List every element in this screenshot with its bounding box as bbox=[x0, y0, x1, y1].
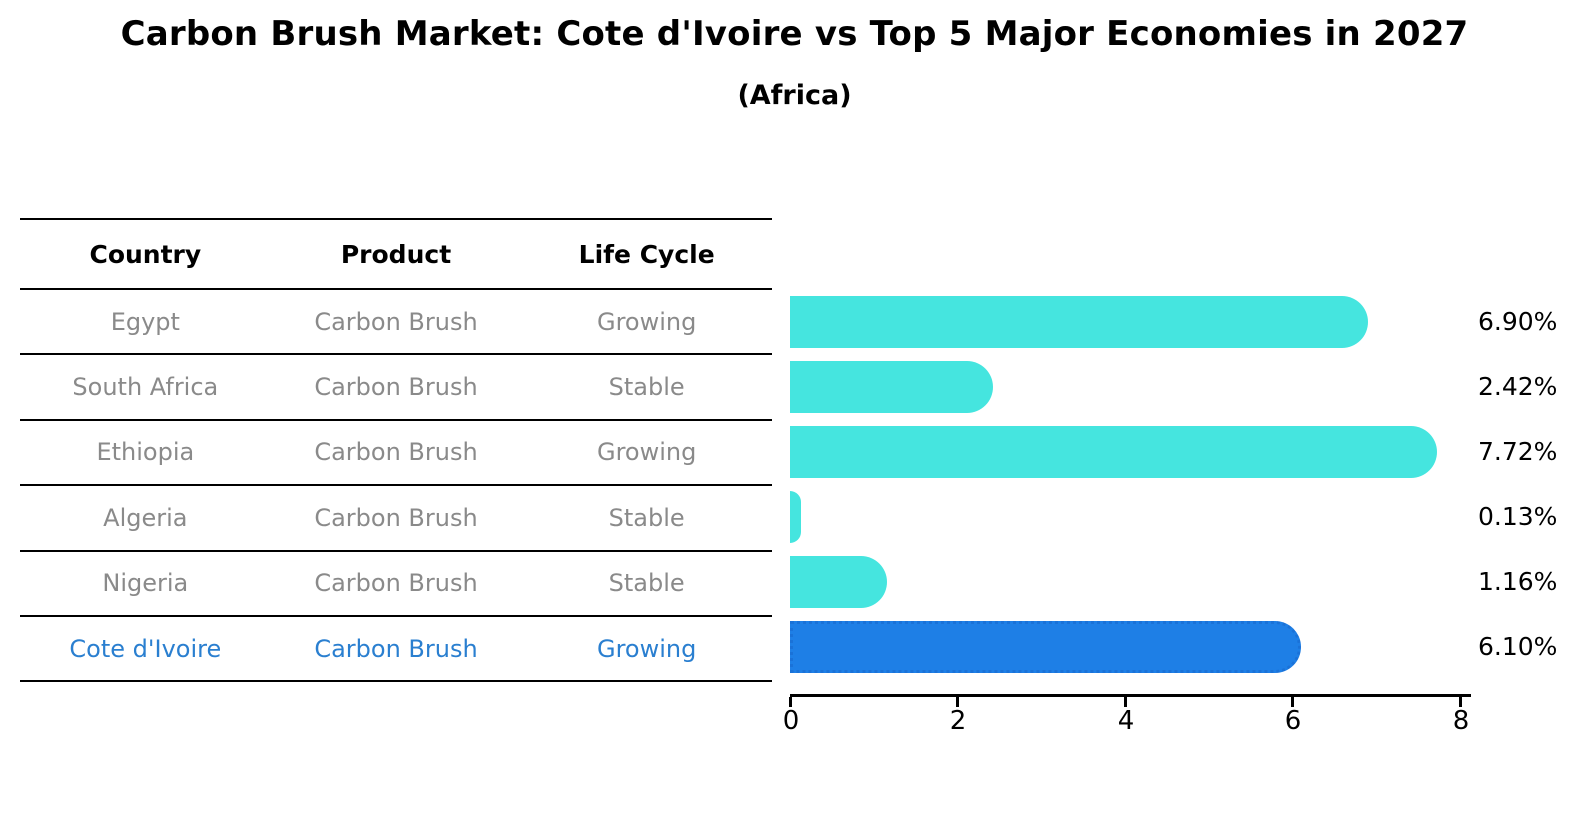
table-cell-country: Egypt bbox=[110, 307, 180, 336]
bar-row bbox=[790, 491, 1460, 543]
x-tick-label: 4 bbox=[1117, 706, 1135, 736]
table-cell-life-cycle: Stable bbox=[608, 569, 685, 598]
x-tick-label: 2 bbox=[949, 706, 967, 736]
bar-value-label: 6.90% bbox=[1478, 307, 1558, 336]
table-cell-life-cycle: Stable bbox=[608, 503, 685, 532]
bar-algeria bbox=[790, 491, 801, 543]
bar-egypt bbox=[790, 296, 1368, 348]
table-cell-life-cycle: Growing bbox=[596, 307, 697, 336]
chart-subtitle: (Africa) bbox=[737, 80, 852, 111]
x-tick bbox=[956, 697, 959, 707]
table-cell-product: Carbon Brush bbox=[314, 634, 478, 663]
bar-nigeria bbox=[790, 556, 888, 608]
bar-row bbox=[790, 296, 1460, 348]
table-cell-product: Carbon Brush bbox=[314, 373, 478, 402]
bar-value-labels: 6.90% 2.42% 7.72% 0.13% 1.16% 6.10% bbox=[1478, 0, 1578, 700]
table-cell-product: Carbon Brush bbox=[314, 503, 478, 532]
table-cell-product: Carbon Brush bbox=[314, 569, 478, 598]
bar-value-label: 2.42% bbox=[1478, 372, 1558, 401]
bar-row bbox=[790, 426, 1460, 478]
table-cell-life-cycle: Stable bbox=[608, 373, 685, 402]
table-cell-country: South Africa bbox=[72, 373, 219, 402]
x-tick-label: 6 bbox=[1284, 706, 1302, 736]
x-tick bbox=[1459, 697, 1462, 707]
x-tick bbox=[789, 697, 792, 707]
bar-row bbox=[790, 621, 1460, 673]
bar-plot-area bbox=[790, 0, 1460, 700]
bar-value-label: 1.16% bbox=[1478, 567, 1558, 596]
bar-value-label: 6.10% bbox=[1478, 632, 1558, 661]
table-row: Ethiopia Carbon Brush Growing bbox=[20, 421, 772, 487]
chart-title: Carbon Brush Market: Cote d'Ivoire vs To… bbox=[120, 14, 1469, 54]
table-cell-country: Nigeria bbox=[102, 569, 189, 598]
table-row-highlight: Cote d'Ivoire Carbon Brush Growing bbox=[20, 617, 772, 683]
bar-row bbox=[790, 556, 1460, 608]
table-cell-life-cycle: Growing bbox=[596, 634, 697, 663]
table-row: Nigeria Carbon Brush Stable bbox=[20, 552, 772, 617]
table-row: Egypt Carbon Brush Growing bbox=[20, 290, 772, 356]
table-row: Algeria Carbon Brush Stable bbox=[20, 486, 772, 552]
bar-cote-divoire-highlight bbox=[790, 621, 1301, 673]
x-tick bbox=[1291, 697, 1294, 707]
x-tick-label: 0 bbox=[782, 706, 800, 736]
bar-south-africa bbox=[790, 361, 993, 413]
bar-value-label: 0.13% bbox=[1478, 502, 1558, 531]
comparison-table: Country Product Life Cycle Egypt Carbon … bbox=[20, 218, 772, 683]
bar-value-label: 7.72% bbox=[1478, 437, 1558, 466]
table-header-country: Country bbox=[89, 239, 202, 269]
x-tick bbox=[1124, 697, 1127, 707]
x-tick-label: 8 bbox=[1452, 706, 1470, 736]
table-header-row: Country Product Life Cycle bbox=[20, 220, 772, 290]
table-row: South Africa Carbon Brush Stable bbox=[20, 355, 772, 421]
table-cell-country: Cote d'Ivoire bbox=[69, 634, 222, 663]
table-cell-product: Carbon Brush bbox=[314, 307, 478, 336]
table-header-life-cycle: Life Cycle bbox=[578, 239, 715, 269]
table-header-product: Product bbox=[340, 239, 452, 269]
x-axis-line bbox=[790, 694, 1471, 697]
table-cell-product: Carbon Brush bbox=[314, 438, 478, 467]
table-cell-country: Ethiopia bbox=[96, 438, 195, 467]
bar-ethiopia bbox=[790, 426, 1437, 478]
table-cell-country: Algeria bbox=[103, 503, 188, 532]
table-cell-life-cycle: Growing bbox=[596, 438, 697, 467]
bar-row bbox=[790, 361, 1460, 413]
